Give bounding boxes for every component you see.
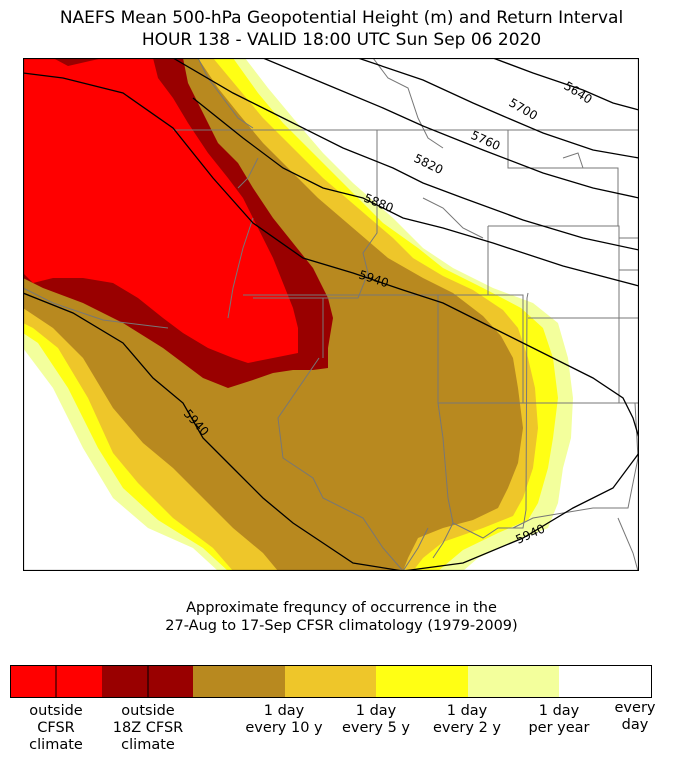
band-outside-cfsr bbox=[23, 58, 298, 363]
chart-title: NAEFS Mean 500-hPa Geopotential Height (… bbox=[59, 8, 624, 28]
colorbar bbox=[10, 665, 652, 698]
caption-line-2: 27-Aug to 17-Sep CFSR climatology (1979-… bbox=[165, 618, 518, 634]
colorbar-label-every-5y: 1 day every 5 y bbox=[342, 703, 410, 736]
colorbar-label-every-day: every day bbox=[614, 700, 656, 733]
caption-line-1: Approximate frequncy of occurrence in th… bbox=[186, 600, 497, 616]
swatch-every-2y bbox=[376, 665, 468, 698]
colorbar-label-per-year: 1 day per year bbox=[528, 703, 590, 736]
swatch-every-10y bbox=[193, 665, 285, 698]
swatch-every-day bbox=[559, 665, 652, 698]
colorbar-label-every-2y: 1 day every 2 y bbox=[433, 703, 501, 736]
swatch-per-year bbox=[468, 665, 559, 698]
swatch-every-5y bbox=[285, 665, 376, 698]
colorbar-label-outside-18z: outside 18Z CFSR climate bbox=[112, 703, 184, 753]
colorbar-label-outside-cfsr: outside CFSR climate bbox=[29, 703, 83, 753]
map-panel: 5640 5700 5760 5820 5880 5940 5940 5940 bbox=[23, 58, 639, 571]
political-boundaries bbox=[23, 58, 639, 571]
chart-subtitle: HOUR 138 - VALID 18:00 UTC Sun Sep 06 20… bbox=[141, 30, 542, 50]
height-contours bbox=[23, 58, 639, 571]
colorbar-label-every-10y: 1 day every 10 y bbox=[245, 703, 323, 736]
